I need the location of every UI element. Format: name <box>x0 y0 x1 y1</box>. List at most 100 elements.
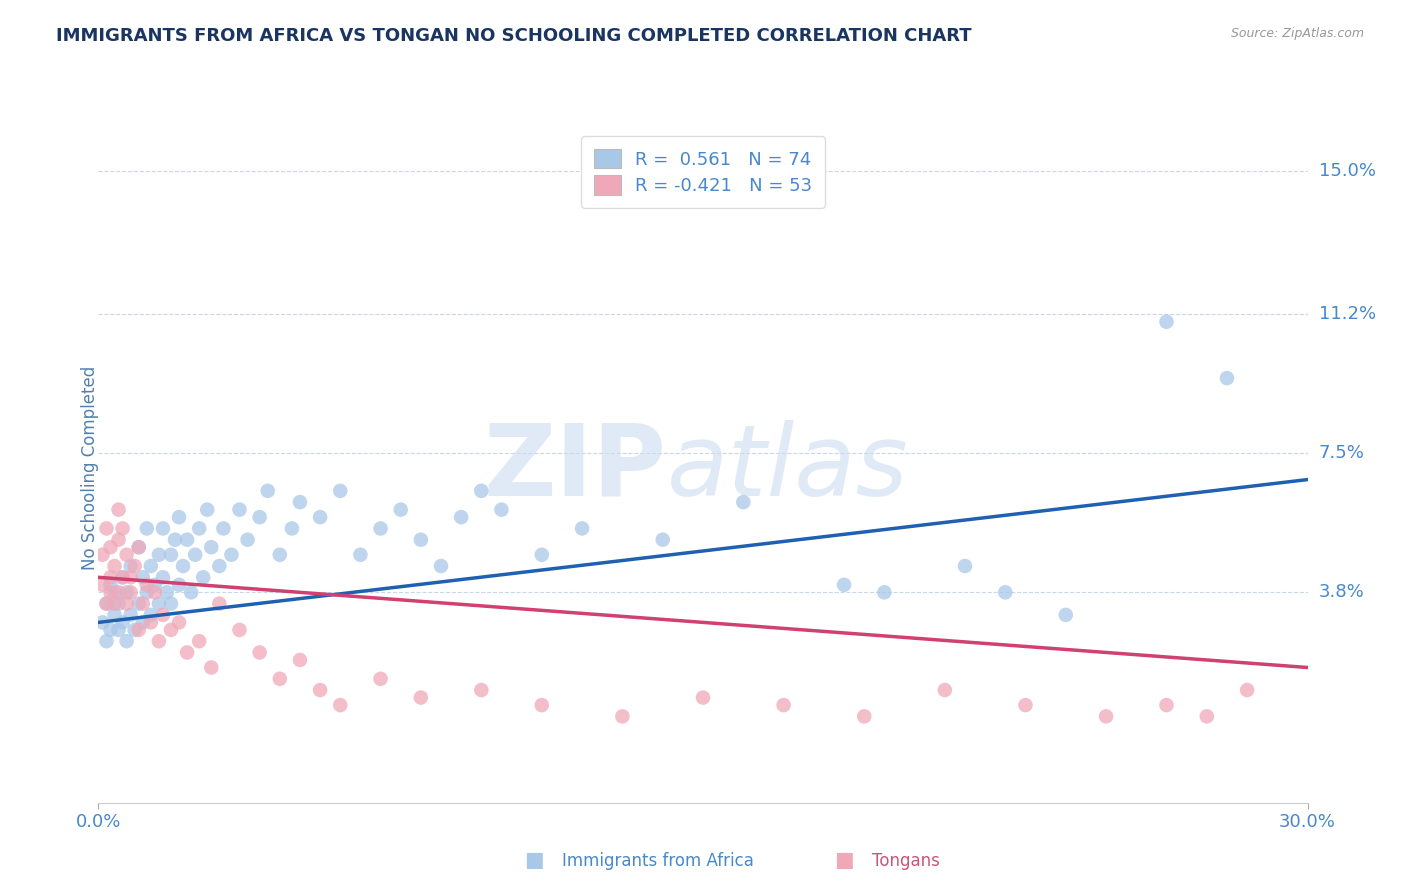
Point <box>91 615 114 630</box>
Point <box>530 548 553 562</box>
Point <box>853 709 876 723</box>
Point <box>160 597 183 611</box>
Point <box>309 510 332 524</box>
Point <box>370 672 392 686</box>
Point <box>91 578 114 592</box>
Point <box>167 510 190 524</box>
Point <box>450 510 472 524</box>
Point <box>152 607 174 622</box>
Point <box>107 623 129 637</box>
Point <box>96 521 118 535</box>
Point <box>111 570 134 584</box>
Point <box>470 483 492 498</box>
Text: ■: ■ <box>834 850 853 870</box>
Text: 7.5%: 7.5% <box>1319 444 1365 462</box>
Point <box>96 597 118 611</box>
Point <box>193 570 215 584</box>
Point <box>249 510 271 524</box>
Point <box>188 634 211 648</box>
Text: 11.2%: 11.2% <box>1319 305 1376 323</box>
Point <box>409 690 432 705</box>
Point <box>208 597 231 611</box>
Point <box>612 709 634 723</box>
Point <box>139 615 162 630</box>
Point <box>139 607 162 622</box>
Point <box>111 615 134 630</box>
Point <box>953 559 976 574</box>
Point <box>288 653 311 667</box>
Point <box>269 672 291 686</box>
Text: Source: ZipAtlas.com: Source: ZipAtlas.com <box>1230 27 1364 40</box>
Point <box>1095 709 1118 723</box>
Point <box>329 483 352 498</box>
Point <box>163 533 186 547</box>
Point <box>120 607 142 622</box>
Point <box>128 597 150 611</box>
Point <box>152 570 174 584</box>
Point <box>143 578 166 592</box>
Point <box>132 597 155 611</box>
Point <box>409 533 432 547</box>
Point <box>100 540 122 554</box>
Point <box>128 540 150 554</box>
Point <box>103 585 125 599</box>
Point <box>370 521 392 535</box>
Point <box>288 495 311 509</box>
Point <box>1236 683 1258 698</box>
Point <box>160 548 183 562</box>
Point <box>176 645 198 659</box>
Point <box>143 585 166 599</box>
Point <box>107 597 129 611</box>
Point <box>135 521 157 535</box>
Point <box>148 548 170 562</box>
Point <box>430 559 453 574</box>
Point <box>103 597 125 611</box>
Point <box>1216 371 1239 385</box>
Point <box>692 690 714 705</box>
Point <box>269 548 291 562</box>
Point <box>176 533 198 547</box>
Point <box>470 683 492 698</box>
Text: ZIP: ZIP <box>484 420 666 516</box>
Point <box>111 570 134 584</box>
Point <box>172 559 194 574</box>
Point <box>571 521 593 535</box>
Point <box>148 597 170 611</box>
Point <box>249 645 271 659</box>
Point <box>200 540 222 554</box>
Text: IMMIGRANTS FROM AFRICA VS TONGAN NO SCHOOLING COMPLETED CORRELATION CHART: IMMIGRANTS FROM AFRICA VS TONGAN NO SCHO… <box>56 27 972 45</box>
Point <box>184 548 207 562</box>
Text: 3.8%: 3.8% <box>1319 583 1364 601</box>
Point <box>100 623 122 637</box>
Point <box>832 578 855 592</box>
Point <box>208 559 231 574</box>
Point <box>132 570 155 584</box>
Point <box>329 698 352 712</box>
Point <box>120 570 142 584</box>
Point <box>212 521 235 535</box>
Point <box>120 585 142 599</box>
Point <box>236 533 259 547</box>
Point <box>1014 698 1036 712</box>
Text: 15.0%: 15.0% <box>1319 162 1375 180</box>
Point <box>128 623 150 637</box>
Point <box>281 521 304 535</box>
Point <box>188 521 211 535</box>
Point <box>132 615 155 630</box>
Legend: R =  0.561   N = 74, R = -0.421   N = 53: R = 0.561 N = 74, R = -0.421 N = 53 <box>581 136 825 208</box>
Point <box>139 559 162 574</box>
Y-axis label: No Schooling Completed: No Schooling Completed <box>82 367 98 570</box>
Point <box>135 585 157 599</box>
Point <box>530 698 553 712</box>
Point <box>389 502 412 516</box>
Point <box>256 483 278 498</box>
Point <box>96 634 118 648</box>
Point <box>200 660 222 674</box>
Point <box>135 578 157 592</box>
Point <box>103 607 125 622</box>
Point <box>100 585 122 599</box>
Point <box>96 597 118 611</box>
Point <box>1156 315 1178 329</box>
Point <box>115 634 138 648</box>
Point <box>491 502 513 516</box>
